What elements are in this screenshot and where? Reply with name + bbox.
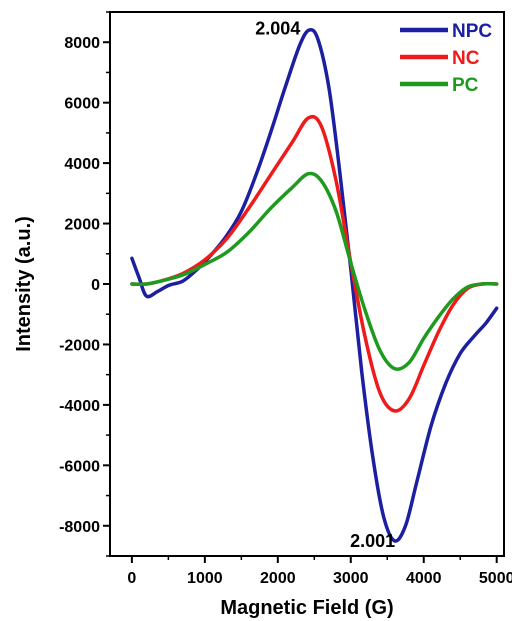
y-tick-label: 6000 <box>64 96 100 113</box>
y-tick-label: 8000 <box>64 35 100 52</box>
y-tick-label: -8000 <box>59 519 100 536</box>
y-tick-label: -2000 <box>59 337 100 354</box>
legend: NPC NC PC <box>400 21 492 96</box>
y-tick-label: -6000 <box>59 458 100 475</box>
series-line-pc <box>130 171 499 371</box>
y-tick-label: 4000 <box>64 156 100 173</box>
y-axis-label: Intensity (a.u.) <box>13 216 35 352</box>
y-tick-label: 2000 <box>64 217 100 234</box>
x-axis-ticks: 0 1000 2000 3000 4000 5000 <box>127 556 512 587</box>
x-tick-label: 0 <box>127 570 136 587</box>
peak-annotations: 2.004 2.001 <box>255 19 395 551</box>
peak-annotation: 2.001 <box>350 531 395 551</box>
x-tick-label: 4000 <box>406 570 442 587</box>
peak-annotation: 2.004 <box>255 19 300 39</box>
legend-label-pc: PC <box>452 75 479 96</box>
legend-label-nc: NC <box>452 48 480 69</box>
series-lines <box>130 28 499 543</box>
legend-label-npc: NPC <box>452 21 492 42</box>
x-tick-label: 3000 <box>333 570 369 587</box>
series-line-nc <box>130 114 499 413</box>
y-tick-label: 0 <box>91 277 100 294</box>
y-axis-ticks: -8000 -6000 -4000 -2000 0 2000 4000 6000 8000 <box>59 11 110 557</box>
x-tick-label: 2000 <box>260 570 296 587</box>
x-axis-label: Magnetic Field (G) <box>220 597 393 619</box>
series-line-npc <box>130 28 499 543</box>
x-tick-label: 5000 <box>479 570 512 587</box>
x-tick-label: 1000 <box>187 570 223 587</box>
y-tick-label: -4000 <box>59 398 100 415</box>
